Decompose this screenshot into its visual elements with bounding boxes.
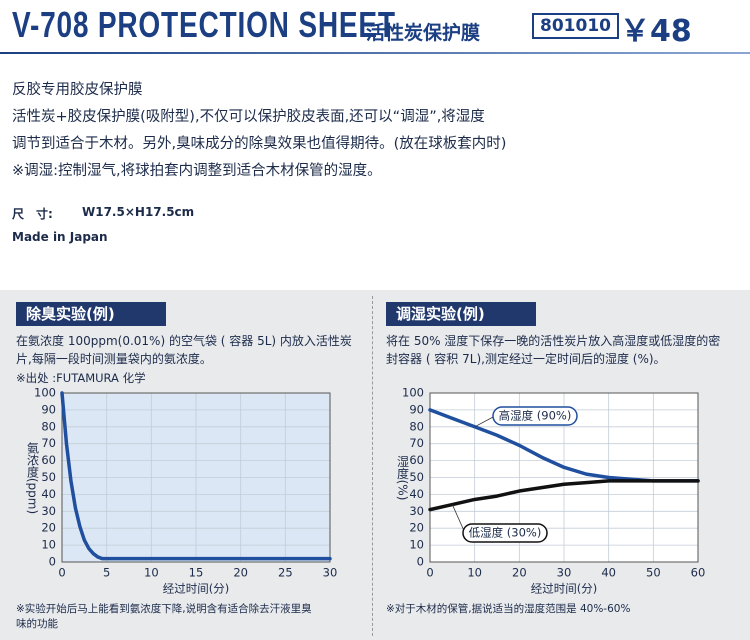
body-line: 反胶专用胶皮保护膜 bbox=[12, 82, 143, 98]
series-label: 低湿度 (30%) bbox=[469, 526, 542, 540]
x-tick-label: 30 bbox=[323, 566, 338, 580]
y-tick-label: 10 bbox=[41, 538, 56, 552]
x-tick-label: 25 bbox=[278, 566, 293, 580]
body-line: ※调湿:控制湿气,将球拍套内调整到适合木材保管的湿度。 bbox=[12, 163, 382, 179]
x-tick-label: 30 bbox=[557, 566, 572, 580]
label-leader bbox=[451, 504, 466, 534]
panel: 除臭实验(例) 在氨浓度 100ppm(0.01%) 的空气袋 ( 容器 5L)… bbox=[10, 296, 365, 636]
header-rule bbox=[0, 52, 750, 54]
series-label: 高湿度 (90%) bbox=[499, 409, 572, 423]
separator bbox=[372, 296, 373, 636]
title: V-708 PROTECTION SHEET bbox=[12, 4, 396, 45]
series-label-box bbox=[462, 523, 548, 543]
x-tick-label: 20 bbox=[512, 566, 527, 580]
plot-frame bbox=[61, 392, 331, 563]
body-line: 活性炭+胶皮保护膜(吸附型),不仅可以保护胶皮表面,还可以“调湿”,将湿度 bbox=[12, 109, 485, 125]
x-tick-label: 5 bbox=[103, 566, 110, 580]
y-tick-label: 90 bbox=[409, 402, 424, 416]
y-tick-label: 60 bbox=[409, 453, 424, 467]
y-tick-label: 70 bbox=[409, 436, 424, 450]
y-tick-label: 40 bbox=[41, 487, 56, 501]
y-tick-label: 60 bbox=[41, 453, 56, 467]
panel-note: ※对于木材的保管,据说适当的湿度范围是 40%-60% bbox=[386, 603, 631, 615]
size-value: W17.5×H17.5cm bbox=[82, 205, 195, 219]
y-tick-label: 20 bbox=[41, 521, 56, 535]
x-tick-label: 0 bbox=[426, 566, 433, 580]
data-line bbox=[60, 391, 332, 561]
y-tick-label: 0 bbox=[49, 555, 56, 569]
y-tick-label: 70 bbox=[41, 436, 56, 450]
panel-title: 调湿实验(例) bbox=[386, 302, 536, 326]
y-axis-label: 湿度(%) bbox=[396, 454, 410, 500]
panel-note: ※实验开始后马上能看到氨浓度下降,说明含有适合除去汗液里臭味的功能 bbox=[16, 603, 312, 630]
y-tick-label: 0 bbox=[417, 555, 424, 569]
label-leader bbox=[474, 415, 496, 428]
y-tick-label: 10 bbox=[409, 538, 424, 552]
y-tick-label: 50 bbox=[409, 470, 424, 484]
x-tick-label: 50 bbox=[646, 566, 661, 580]
x-tick-label: 20 bbox=[233, 566, 248, 580]
price: ￥48 bbox=[620, 14, 692, 49]
series-label-box bbox=[492, 406, 578, 426]
panel-description: 将在 50% 湿度下保存一晚的活性炭片放入高湿度或低湿度的密封容器 ( 容积 7… bbox=[386, 334, 721, 366]
data-line bbox=[428, 479, 700, 512]
y-tick-label: 100 bbox=[402, 386, 424, 400]
plot-frame bbox=[429, 392, 699, 563]
y-tick-label: 100 bbox=[34, 386, 56, 400]
x-axis-label: 经过时间(分) bbox=[531, 582, 597, 596]
x-tick-label: 0 bbox=[58, 566, 65, 580]
origin: Made in Japan bbox=[12, 230, 108, 244]
y-tick-label: 80 bbox=[409, 419, 424, 433]
x-tick-label: 10 bbox=[467, 566, 482, 580]
body-line: 调节到适合于木材。另外,臭味成分的除臭效果也值得期待。(放在球板套内时) bbox=[12, 136, 507, 152]
x-tick-label: 10 bbox=[144, 566, 159, 580]
panel-title: 除臭实验(例) bbox=[16, 302, 166, 326]
panel: 调湿实验(例) 将在 50% 湿度下保存一晚的活性炭片放入高湿度或低湿度的密封容… bbox=[380, 296, 740, 636]
y-tick-label: 20 bbox=[409, 521, 424, 535]
product-code: 801010 bbox=[532, 13, 619, 39]
x-tick-label: 15 bbox=[189, 566, 204, 580]
y-tick-label: 50 bbox=[41, 470, 56, 484]
panel-description: 在氨浓度 100ppm(0.01%) 的空气袋 ( 容器 5L) 内放入活性炭片… bbox=[16, 334, 352, 366]
y-axis-label: 氨浓度(ppm) bbox=[26, 441, 40, 514]
x-tick-label: 60 bbox=[691, 566, 706, 580]
y-tick-label: 30 bbox=[41, 504, 56, 518]
size-label: 尺 寸: bbox=[12, 207, 53, 221]
y-tick-label: 40 bbox=[409, 487, 424, 501]
x-axis-label: 经过时间(分) bbox=[163, 582, 229, 596]
y-tick-label: 90 bbox=[41, 402, 56, 416]
x-tick-label: 40 bbox=[601, 566, 616, 580]
y-tick-label: 80 bbox=[41, 419, 56, 433]
title-cn: 活性炭保护膜 bbox=[366, 22, 481, 44]
panel-source: ※出处 :FUTAMURA 化学 bbox=[16, 371, 146, 385]
y-tick-label: 30 bbox=[409, 504, 424, 518]
